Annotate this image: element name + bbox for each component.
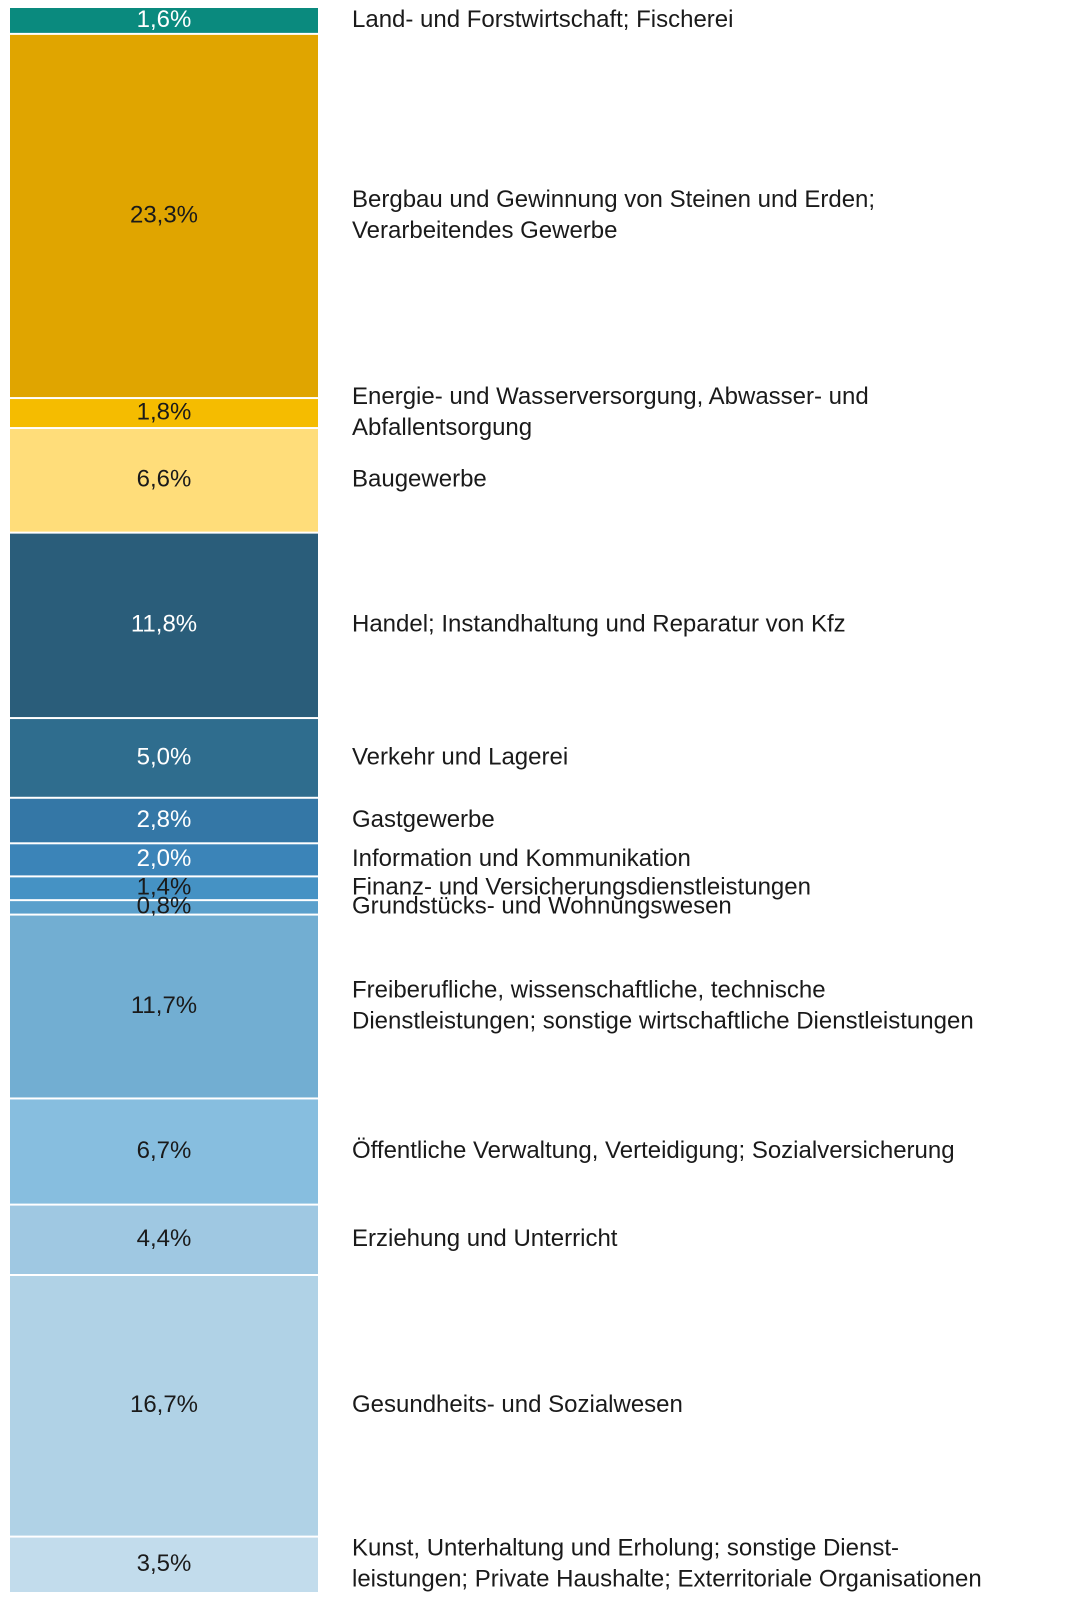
value-label: 6,6% — [137, 466, 192, 493]
category-label: Kunst, Unterhaltung und Erholung; sonsti… — [352, 1535, 899, 1562]
value-label: 5,0% — [137, 743, 192, 770]
segment — [10, 1537, 318, 1592]
segment — [10, 844, 318, 876]
value-label: 11,7% — [131, 992, 197, 1019]
category-label: Baugewerbe — [352, 466, 487, 493]
category-label: Information und Kommunikation — [352, 845, 691, 872]
value-label: 2,0% — [137, 845, 192, 872]
segment — [10, 34, 318, 398]
category-label: Erziehung und Unterricht — [352, 1225, 618, 1252]
segment — [10, 1205, 318, 1275]
category-label: leistungen; Private Haushalte; Exterrito… — [352, 1566, 982, 1593]
category-label: Grundstücks- und Wohnungswesen — [352, 893, 732, 920]
value-label: 4,4% — [137, 1225, 192, 1252]
category-label: Energie- und Wasserversorgung, Abwasser-… — [352, 383, 869, 410]
value-label: 3,5% — [137, 1550, 192, 1577]
segment — [10, 877, 318, 900]
category-label: Gastgewerbe — [352, 806, 495, 833]
value-label: 1,6% — [137, 6, 192, 33]
value-label: 23,3% — [130, 201, 198, 228]
category-label: Finanz- und Versicherungsdienstleistunge… — [352, 874, 811, 901]
segment — [10, 429, 318, 532]
value-label: 1,8% — [137, 398, 192, 425]
segment — [10, 798, 318, 843]
category-label: Land- und Forstwirtschaft; Fischerei — [352, 6, 733, 33]
segment — [10, 533, 318, 718]
category-label: Dienstleistungen; sonstige wirtschaftlic… — [352, 1007, 974, 1034]
value-label: 2,8% — [137, 806, 192, 833]
value-label: 11,8% — [131, 611, 197, 638]
value-label: 0,8% — [137, 893, 192, 920]
segment — [10, 719, 318, 797]
category-label: Öffentliche Verwaltung, Verteidigung; So… — [352, 1137, 955, 1164]
value-label: 6,7% — [137, 1137, 192, 1164]
value-label: 16,7% — [130, 1391, 198, 1418]
category-label: Freiberufliche, wissenschaftliche, techn… — [352, 976, 826, 1003]
category-label: Bergbau und Gewinnung von Steinen und Er… — [352, 186, 875, 213]
segment — [10, 399, 318, 428]
segment — [10, 1099, 318, 1204]
segment — [10, 1276, 318, 1536]
category-label: Handel; Instandhaltung und Reparatur von… — [352, 611, 846, 638]
segment — [10, 8, 318, 33]
value-label: 1,4% — [137, 874, 192, 901]
category-label: Gesundheits- und Sozialwesen — [352, 1391, 683, 1418]
segment — [10, 915, 318, 1098]
segment — [10, 901, 318, 914]
category-label: Abfallentsorgung — [352, 414, 532, 441]
category-label: Verarbeitendes Gewerbe — [352, 217, 618, 244]
category-label: Verkehr und Lagerei — [352, 743, 568, 770]
